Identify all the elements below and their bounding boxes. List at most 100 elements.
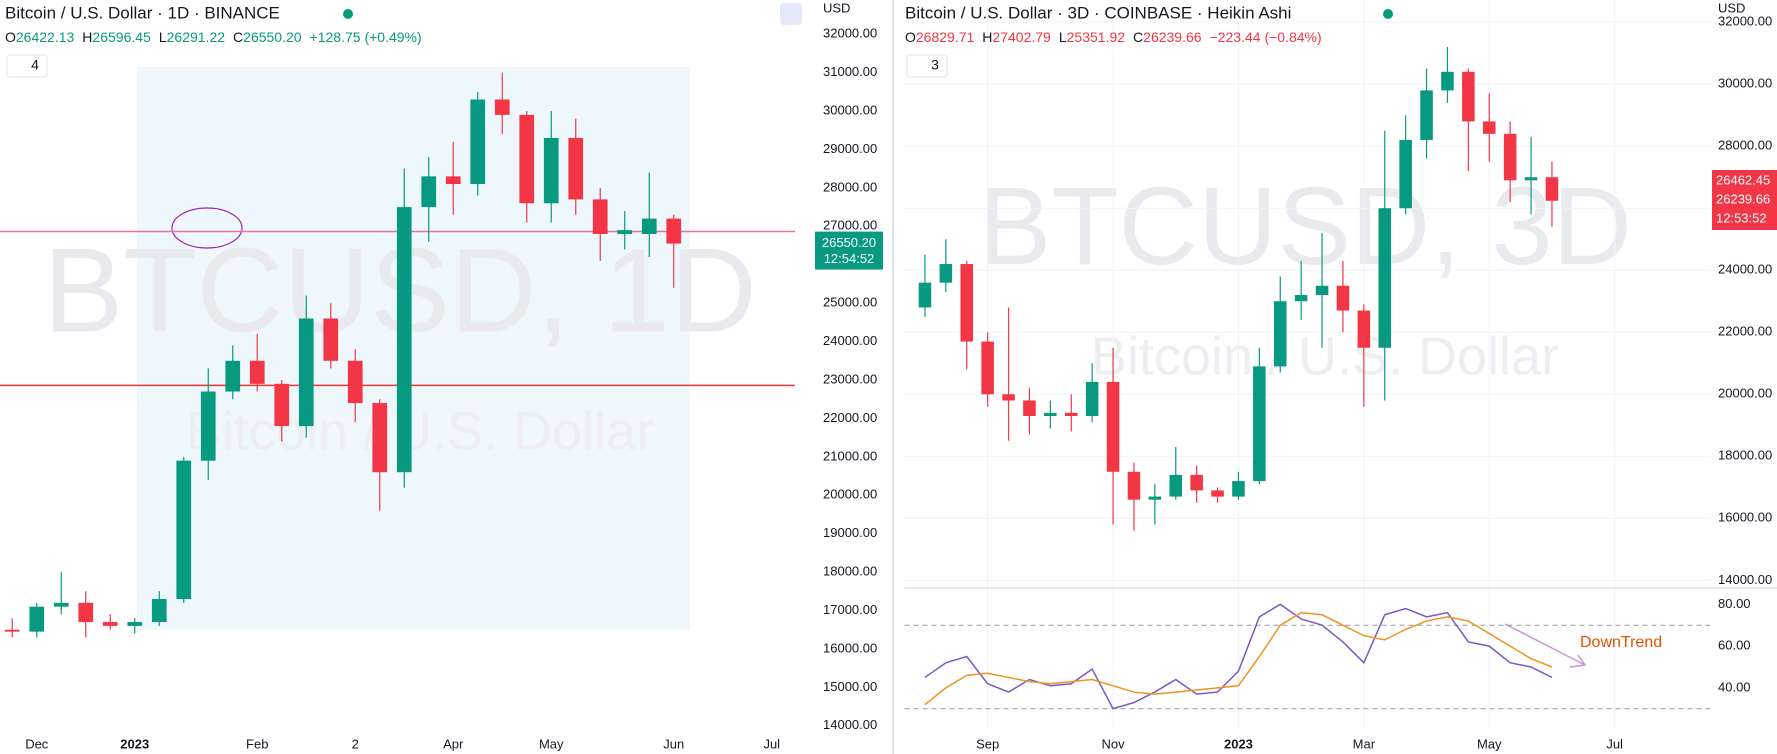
x-tick-label: May [539,736,564,751]
candle-body [1106,381,1120,472]
candle-body [396,207,412,473]
candle-body [592,199,608,234]
y-tick-label: 27000.00 [823,218,877,233]
ohlc-value: 26291.22 [167,29,226,45]
y-tick-label: 32000.00 [823,26,877,41]
y-tick-label: 23000.00 [823,371,877,386]
status-dot [1383,9,1393,19]
watermark: BTCUSD, 3D [978,165,1632,288]
range-shade [137,67,690,630]
ohlc-label: O [5,29,16,45]
y-tick-label: 20000.00 [823,487,877,502]
candle-body [1002,394,1015,401]
price-tag [815,231,883,270]
candle-body [151,598,167,623]
candle-body [1524,177,1538,181]
candle-body [29,606,45,632]
y-tick-label: 21000.00 [823,448,877,463]
candle-body [1253,366,1266,482]
x-tick-label: Mar [1353,736,1376,751]
indicators-toggle[interactable] [6,54,48,78]
candle-body [494,99,510,115]
y-tick-label: 28000.00 [823,179,877,194]
indicator-line [924,603,1553,710]
candle-body [1127,471,1141,500]
indicators-toggle[interactable] [906,54,948,78]
candle-body [641,218,657,234]
circle-drawing [171,207,243,249]
y-tick-label: 24000.00 [1718,262,1772,277]
candle-body [421,176,437,208]
candle-body [225,360,241,392]
ohlc-value: 26596.45 [92,29,151,45]
watermark-sub: Bitcoin / U.S. Dollar [1091,326,1559,386]
candle-body [53,602,69,607]
y-tick-label: 60.00 [1718,638,1751,653]
x-tick-label: Jun [663,736,684,751]
candle-body [1315,285,1329,296]
candle-body [1190,474,1203,491]
x-tick-label: 2023 [1224,736,1253,751]
candle-body [1211,490,1224,497]
ohlc-change: +128.75 (+0.49%) [310,29,422,45]
ohlc-value: 25351.92 [1067,29,1126,45]
candle-body [939,264,953,283]
toolbar-button[interactable] [780,3,802,25]
candle-body [981,341,994,395]
candle-body [470,99,486,185]
y-tick-label: 16000.00 [1718,510,1772,525]
candle-body [200,391,216,461]
candle-body [1232,481,1245,497]
candle-body [1294,295,1308,302]
ohlc-label: L [159,29,167,45]
ohlc-value: 26829.71 [916,29,975,45]
ohlc-value: 26422.13 [16,29,75,45]
indicators-count: 4 [31,57,39,73]
indicator-line [924,611,1553,706]
candle-body [543,137,559,204]
ohlc-value: 26239.66 [1143,29,1202,45]
candle-body [1023,400,1036,416]
y-tick-label: 16000.00 [823,640,877,655]
candle-body [1148,496,1162,500]
candle-body [1545,177,1559,201]
candle-body [519,114,535,204]
candle-body [176,460,192,599]
y-tick-label: 18000.00 [1718,448,1772,463]
candle-body [617,230,633,234]
chart-title: Bitcoin / U.S. Dollar · 1D · BINANCE [5,3,280,22]
candle-body [1273,301,1287,367]
x-tick-label: Jul [763,736,780,751]
candle-body [960,264,974,342]
candle-body [4,629,20,632]
x-tick-label: Dec [25,736,49,751]
candle-body [666,218,682,244]
y-tick-label: 20000.00 [1718,386,1772,401]
y-tick-label: 29000.00 [823,141,877,156]
y-tick-label: 30000.00 [1718,76,1772,91]
y-tick-label: 24000.00 [823,333,877,348]
y-tick-label: 14000.00 [823,717,877,732]
candle-body [1085,381,1099,416]
candle-body [323,318,339,361]
candle-body [568,137,584,200]
chart-title: Bitcoin / U.S. Dollar · 3D · COINBASE · … [905,3,1291,22]
candle-body [445,176,461,185]
ohlc-label: H [82,29,92,45]
y-tick-label: 31000.00 [823,64,877,79]
ohlc-value: 27402.79 [992,29,1051,45]
price-tag-label: 26239.66 [1716,191,1770,206]
candle-body [102,622,118,626]
y-tick-label: 14000.00 [1718,572,1772,587]
x-tick-label: Apr [443,736,464,751]
candle-body [1064,412,1078,416]
ohlc-change: −223.44 (−0.84%) [1210,29,1322,45]
ohlc-label: H [982,29,992,45]
candle-body [1357,310,1371,348]
candle-body [1462,71,1475,122]
price-tag [1712,170,1777,230]
candle-body [298,318,314,427]
candle-body [249,360,265,384]
currency: USD [1718,0,1745,15]
ohlc-label: L [1059,29,1067,45]
